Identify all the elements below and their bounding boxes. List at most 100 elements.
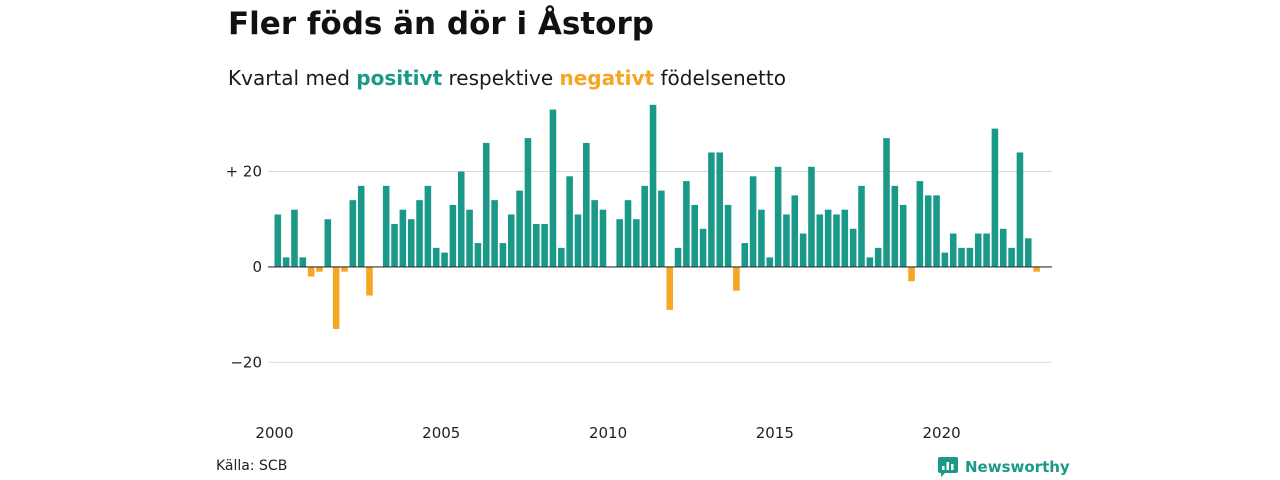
chart-title: Fler föds än dör i Åstorp <box>228 6 654 42</box>
bar <box>533 224 540 267</box>
bar <box>891 185 899 267</box>
subtitle-middle: respektive <box>448 66 554 90</box>
bar <box>516 190 523 267</box>
bar <box>449 204 457 267</box>
bar <box>941 252 949 267</box>
bar <box>849 228 857 267</box>
subtitle-prefix: Kvartal med <box>228 66 350 90</box>
bar <box>324 219 332 267</box>
bar <box>399 209 407 267</box>
bar <box>499 243 507 267</box>
bar <box>866 257 874 267</box>
bar <box>424 185 432 267</box>
bar <box>999 228 1007 267</box>
bar <box>691 204 699 267</box>
x-tick-label: 2020 <box>923 424 961 442</box>
bar <box>466 209 473 267</box>
bar <box>566 176 573 267</box>
brand[interactable]: Newsworthy <box>937 456 1070 478</box>
bar <box>841 209 849 267</box>
bar <box>666 266 673 310</box>
bar <box>874 247 882 267</box>
y-tick-label: 0 <box>252 258 262 276</box>
bar <box>407 219 415 267</box>
x-tick-label: 2000 <box>255 424 293 442</box>
bar <box>833 214 840 267</box>
bar <box>924 195 932 267</box>
bar <box>958 247 965 267</box>
bar <box>316 266 323 272</box>
axes: + 20 0 −20 2000 2005 2010 2015 2020 <box>226 163 1052 442</box>
bar <box>1008 247 1015 267</box>
bar <box>683 181 690 267</box>
bar <box>583 142 590 267</box>
bar <box>474 243 482 267</box>
x-tick-label: 2010 <box>589 424 627 442</box>
x-tick-label: 2015 <box>756 424 794 442</box>
bar <box>783 214 790 267</box>
newsworthy-logo-icon <box>938 457 958 477</box>
y-tick-label: + 20 <box>226 163 262 181</box>
bar <box>366 266 373 296</box>
bar <box>507 214 515 267</box>
bar <box>824 209 832 267</box>
bar <box>574 214 582 267</box>
bar <box>816 214 824 267</box>
grid-lines <box>268 171 1052 363</box>
bar <box>332 266 340 329</box>
bar <box>791 195 799 267</box>
bar <box>524 138 532 267</box>
bar <box>624 200 632 267</box>
bar <box>716 152 724 267</box>
brand-name: Newsworthy <box>965 458 1070 476</box>
bar <box>966 247 974 267</box>
bar <box>899 204 907 267</box>
y-tick-label: −20 <box>230 353 262 371</box>
subtitle-suffix: födelsenetto <box>660 66 786 90</box>
bar <box>949 233 957 267</box>
bar <box>908 266 915 282</box>
bar <box>599 209 607 267</box>
bar <box>482 142 490 267</box>
bar <box>633 219 640 267</box>
bar <box>749 176 757 267</box>
source-note: Källa: SCB <box>216 458 288 474</box>
bar <box>974 233 982 267</box>
bar <box>741 243 749 267</box>
bar <box>774 166 782 267</box>
bar <box>549 109 557 267</box>
bar <box>724 204 732 267</box>
chart-subtitle: Kvartal med positivt respektive negativt… <box>228 66 786 90</box>
bar <box>1024 238 1032 267</box>
bar <box>699 228 707 267</box>
bar <box>1016 152 1024 267</box>
bar <box>1033 266 1040 272</box>
bar <box>641 185 648 267</box>
bar <box>291 209 298 267</box>
subtitle-positive-word: positivt <box>356 66 443 90</box>
bar <box>558 247 565 267</box>
bar <box>416 200 423 267</box>
bar <box>274 214 282 267</box>
bars <box>274 104 1040 329</box>
bar <box>883 138 890 267</box>
bar <box>758 209 765 267</box>
bar <box>858 185 865 267</box>
bar <box>674 247 682 267</box>
bar <box>349 200 357 267</box>
bar <box>708 152 715 267</box>
bar <box>491 200 498 267</box>
bar <box>299 257 307 267</box>
bar <box>591 200 598 267</box>
bar <box>432 247 440 267</box>
bar <box>799 233 807 267</box>
bar <box>649 104 657 267</box>
bar <box>991 128 999 267</box>
x-tick-label: 2005 <box>422 424 460 442</box>
bar <box>808 166 815 267</box>
bar <box>307 266 315 277</box>
bar <box>766 257 774 267</box>
bar <box>441 252 448 267</box>
bar <box>616 219 623 267</box>
